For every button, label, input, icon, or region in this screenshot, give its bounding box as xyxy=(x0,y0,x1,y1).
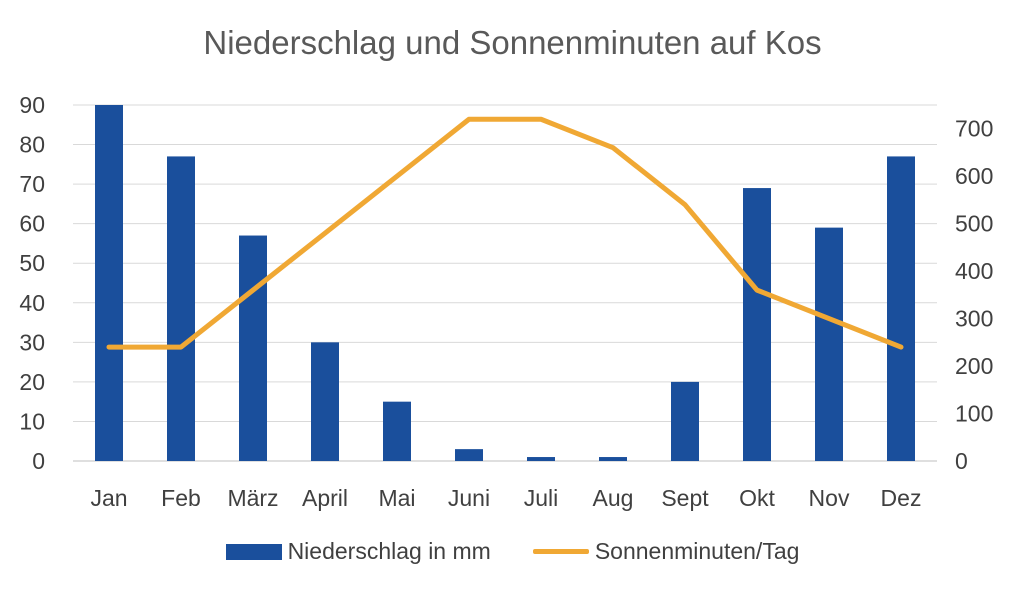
legend: Niederschlag in mm Sonnenminuten/Tag xyxy=(0,538,1025,565)
left-axis-ticks: 0 10 20 30 40 50 60 70 80 90 xyxy=(19,92,45,474)
left-tick-label: 90 xyxy=(19,92,45,118)
right-tick-label: 0 xyxy=(955,448,968,474)
right-tick-label: 300 xyxy=(955,306,993,332)
left-tick-label: 10 xyxy=(19,408,45,434)
x-tick-label: März xyxy=(227,485,278,511)
x-tick-label: Juni xyxy=(448,485,490,511)
legend-swatch-bar xyxy=(225,543,282,560)
series-line xyxy=(106,116,904,350)
bar-series-niederschlag xyxy=(95,105,915,462)
line-series-sonnenminuten xyxy=(106,116,904,350)
x-tick-label: Sept xyxy=(661,485,709,511)
x-axis-ticks: Jan Feb März April Mai Juni Juli Aug Sept Okt Nov D… xyxy=(90,485,921,511)
legend-label-bars: Niederschlag in mm xyxy=(287,538,491,564)
right-axis-ticks: 0 100 200 300 400 500 600 700 xyxy=(955,116,993,474)
bar xyxy=(815,227,843,461)
right-tick-label: 400 xyxy=(955,258,993,284)
legend-label-line: Sonnenminuten/Tag xyxy=(594,538,800,564)
bar xyxy=(743,188,771,462)
x-tick-label: Nov xyxy=(809,485,850,511)
left-tick-label: 80 xyxy=(19,132,45,158)
left-tick-label: 30 xyxy=(19,329,45,355)
bar xyxy=(95,105,123,461)
left-tick-label: 20 xyxy=(19,369,45,395)
legend-item-bars: Niederschlag in mm xyxy=(225,538,491,565)
bar xyxy=(527,457,555,461)
left-tick-label: 60 xyxy=(19,211,45,237)
bar xyxy=(599,457,627,461)
gridlines xyxy=(73,104,937,462)
bar xyxy=(455,449,483,461)
right-tick-label: 200 xyxy=(955,353,993,379)
right-tick-label: 700 xyxy=(955,116,993,142)
left-tick-label: 40 xyxy=(19,290,45,316)
bar xyxy=(239,235,267,461)
bar xyxy=(887,156,915,461)
left-tick-label: 50 xyxy=(19,250,45,276)
chart-title: Niederschlag und Sonnenminuten auf Kos xyxy=(203,24,822,61)
x-tick-label: Feb xyxy=(161,485,201,511)
bar xyxy=(671,381,699,461)
x-tick-label: April xyxy=(302,485,348,511)
legend-swatch-line xyxy=(532,549,589,554)
right-tick-label: 100 xyxy=(955,401,993,427)
left-tick-label: 0 xyxy=(32,448,45,474)
bar xyxy=(167,156,195,461)
x-tick-label: Dez xyxy=(881,485,922,511)
x-tick-label: Aug xyxy=(593,485,634,511)
left-tick-label: 70 xyxy=(19,171,45,197)
x-tick-label: Mai xyxy=(378,485,415,511)
right-tick-label: 500 xyxy=(955,211,993,237)
right-tick-label: 600 xyxy=(955,163,993,189)
x-tick-label: Juli xyxy=(524,485,559,511)
bar xyxy=(383,401,411,461)
x-tick-label: Jan xyxy=(90,485,127,511)
x-tick-label: Okt xyxy=(739,485,775,511)
legend-item-line: Sonnenminuten/Tag xyxy=(532,538,800,565)
bar xyxy=(311,342,339,461)
